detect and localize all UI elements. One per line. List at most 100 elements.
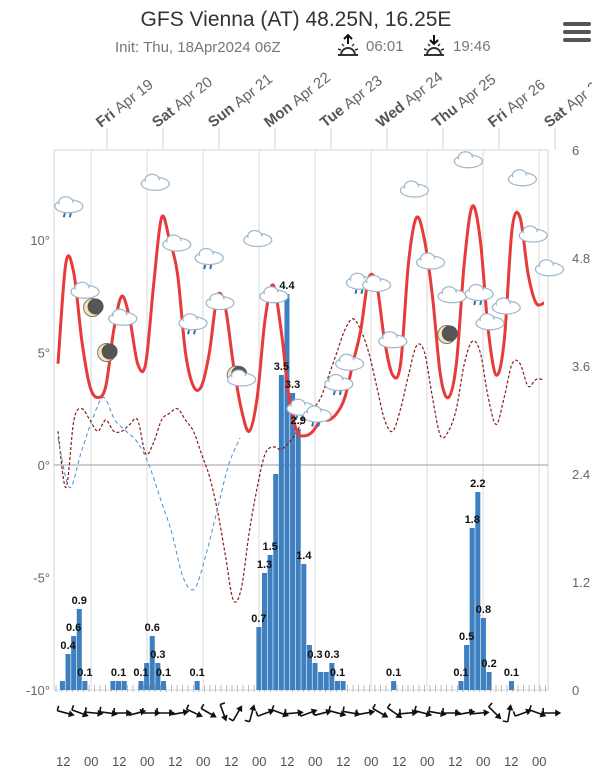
raindrop xyxy=(187,330,190,335)
hamburger-menu-icon[interactable] xyxy=(563,22,591,46)
precip-value-label: 1.3 xyxy=(257,559,272,571)
moon-icon xyxy=(83,298,104,317)
precip-bar xyxy=(82,681,88,690)
hour-label: 12 xyxy=(56,754,70,768)
precip-bar xyxy=(71,636,77,690)
hour-label: 00 xyxy=(252,754,266,768)
day-label: Sat Apr 20 xyxy=(149,74,216,132)
temperature-lines xyxy=(56,204,545,603)
precip-bar xyxy=(509,681,515,690)
wind-arrow-icon xyxy=(244,704,257,723)
precip-bar xyxy=(194,681,200,690)
cloud-fill xyxy=(418,258,444,269)
precip-tick-label: 0 xyxy=(572,683,579,698)
precip-value-label: 1.4 xyxy=(296,550,312,562)
wind-arrow-barb xyxy=(386,703,392,709)
wind-arrow-barb xyxy=(312,710,316,716)
cloud-icon xyxy=(226,369,257,387)
day-date: Apr 25 xyxy=(454,71,499,112)
cloud-icon xyxy=(453,151,484,169)
precip-bar xyxy=(391,681,397,690)
cloud-icon xyxy=(399,180,430,198)
cloud-icon xyxy=(70,281,100,299)
chart-title: GFS Vienna (AT) 48.25N, 16.25E xyxy=(140,8,452,31)
wind-arrow-barb xyxy=(355,709,359,715)
cloud-icon xyxy=(361,274,392,293)
wind-arrow-barb xyxy=(169,709,173,715)
wind-arrow-barb xyxy=(99,706,102,712)
cloud-fill xyxy=(180,319,206,330)
wind-arrow-head xyxy=(506,704,514,711)
raindrop xyxy=(354,289,358,294)
precip-bar xyxy=(334,681,340,690)
raindrop xyxy=(473,300,477,306)
cloud-fill xyxy=(245,236,271,246)
precip-bars xyxy=(59,294,515,690)
wind-arrow-head xyxy=(67,710,75,718)
wind-arrow-icon xyxy=(342,706,361,717)
wind-arrow-barb xyxy=(126,710,130,716)
wind-arrow-icon xyxy=(372,703,389,718)
precip-value-label: 3.3 xyxy=(285,379,300,391)
precip-bar xyxy=(301,564,307,690)
cloud-fill xyxy=(326,380,352,390)
raindrop xyxy=(338,390,342,396)
wind-arrow-barb xyxy=(455,709,459,715)
precip-bar xyxy=(486,672,492,690)
wind-arrow-head xyxy=(425,710,433,718)
precip-value-label: 2.2 xyxy=(470,478,485,490)
raindrop xyxy=(360,289,364,294)
wind-arrow-icon xyxy=(355,709,376,716)
cloud-icon xyxy=(534,259,565,277)
cloud-fill xyxy=(380,337,406,348)
wind-arrow-head xyxy=(249,704,257,712)
wind-arrow-icon xyxy=(200,703,217,718)
cloud-icon xyxy=(437,286,467,304)
raindrop xyxy=(479,300,483,306)
moon-shadow xyxy=(87,298,104,315)
cloud-fill xyxy=(477,319,503,330)
temp-tick-label: -5° xyxy=(33,571,50,586)
raindrop xyxy=(203,264,207,270)
precip-bar xyxy=(160,681,166,690)
hour-label: 12 xyxy=(504,754,518,768)
wind-arrow-head xyxy=(182,709,190,716)
cloud-icon xyxy=(243,229,273,248)
cloud-fill xyxy=(261,292,287,303)
cloud-rain-icon xyxy=(464,283,494,306)
temp-tick-label: 10° xyxy=(30,233,50,248)
wind-arrow-head xyxy=(455,709,462,717)
precip-bar xyxy=(110,681,116,690)
temp-tick-label: -10° xyxy=(26,683,50,698)
cloud-icon xyxy=(259,286,289,304)
hour-label: 00 xyxy=(84,754,98,768)
precip-value-label: 0.9 xyxy=(72,595,87,607)
cloud-fill xyxy=(493,303,519,314)
raindrop xyxy=(295,415,298,420)
wind-arrow-head xyxy=(339,710,347,718)
precip-bar xyxy=(329,663,335,690)
precip-bar xyxy=(267,555,273,690)
raindrop xyxy=(332,390,336,396)
precip-bar xyxy=(469,528,475,690)
raindrop xyxy=(317,422,321,427)
precip-value-label: 2.9 xyxy=(291,415,306,427)
precip-value-label: 0.8 xyxy=(476,604,491,616)
cloud-rain-icon xyxy=(324,373,354,396)
wind-arrow-barb xyxy=(244,719,250,723)
hour-label: 12 xyxy=(392,754,406,768)
cloud-fill xyxy=(401,186,427,197)
hour-label: 00 xyxy=(196,754,210,768)
sunrise-time: 06:01 xyxy=(366,38,404,55)
cloud-rain-icon xyxy=(178,313,208,335)
wind-arrow-barb xyxy=(414,705,417,711)
cloud-icon xyxy=(378,331,408,349)
day-date: Apr 21 xyxy=(231,71,276,112)
precip-bar xyxy=(76,609,82,690)
wind-arrow-icon xyxy=(502,704,514,723)
wind-arrow-icon xyxy=(219,702,228,722)
wind-arrow-head xyxy=(195,711,203,718)
wind-arrow-icon xyxy=(71,704,89,718)
precip-bar xyxy=(256,627,262,690)
